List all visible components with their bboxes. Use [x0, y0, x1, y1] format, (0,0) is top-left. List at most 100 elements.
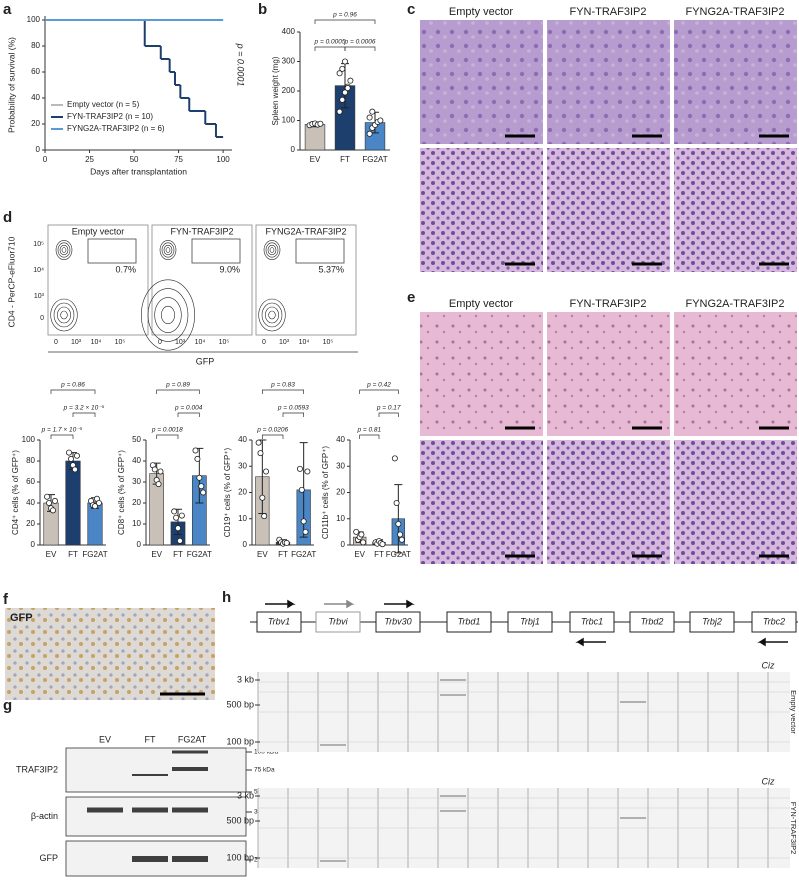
contour [60, 310, 68, 320]
flow-x-tick: 10⁴ [91, 339, 102, 346]
y-tick-label: 40 [31, 93, 40, 102]
data-point [398, 536, 405, 543]
data-point [336, 108, 343, 115]
y-tick-label: 80 [26, 456, 35, 465]
data-point [46, 499, 53, 506]
y-tick-label: 100 [282, 116, 296, 125]
flow-x-tick: 0 [158, 339, 162, 346]
x-tick-label: FG2AT [362, 155, 387, 164]
histology-image [420, 440, 543, 564]
flow-x-tick: 10⁵ [219, 339, 230, 346]
contour [147, 288, 189, 342]
gene-box [256, 611, 302, 633]
y-axis-label: Spleen weight (mg) [271, 56, 280, 125]
data-point [341, 89, 348, 96]
x-tick-label: EV [46, 550, 57, 559]
x-tick-label: 75 [174, 155, 183, 164]
y-tick-label: 10 [132, 519, 141, 528]
contour [53, 302, 75, 328]
contour [50, 298, 78, 332]
significance-bracket [378, 412, 399, 417]
gate [87, 238, 137, 264]
direction-arrow [324, 599, 355, 609]
significance-bracket [359, 389, 399, 394]
x-tick-label: 25 [85, 155, 94, 164]
gene-box [751, 611, 797, 633]
y-tick-label: 0 [36, 145, 41, 154]
data-point [360, 539, 367, 546]
y-tick-label: 200 [282, 86, 296, 95]
data-point [391, 455, 398, 462]
data-point [377, 117, 384, 124]
p-value: p = 0.86 [60, 382, 85, 389]
x-tick-label: 0 [43, 155, 48, 164]
blot-band [172, 767, 208, 771]
data-point [353, 528, 360, 535]
flow-title: FYNG2A-TRAF3IP2 [265, 226, 346, 236]
contour [154, 297, 182, 333]
blot-row-label: GFP [39, 853, 58, 863]
data-point [200, 489, 207, 496]
flow-plot [255, 224, 357, 336]
direction-arrow [384, 599, 415, 609]
flow-title: FYN-TRAF3IP2 [170, 226, 233, 236]
contour [57, 242, 71, 258]
y-tick-label: 20 [336, 488, 345, 497]
size-label: 3 kb [237, 790, 254, 800]
panel-label: g [3, 697, 12, 714]
p-value: p = 1.7 × 10⁻⁵ [41, 427, 83, 434]
blot-band [132, 856, 168, 862]
contour [57, 306, 71, 324]
data-point [300, 518, 307, 525]
error-bar [394, 484, 403, 554]
gene-label: Trbd2 [641, 616, 664, 626]
flow-x-tick: 10⁵ [115, 339, 126, 346]
p-value: p = 0.81 [356, 427, 381, 434]
flow-y-tick: 10⁴ [33, 267, 44, 274]
data-point [174, 525, 181, 532]
ihc-label: GFP [10, 612, 33, 624]
bar [87, 502, 103, 546]
contour [261, 302, 283, 328]
data-point [198, 483, 205, 490]
y-tick-label: 80 [31, 41, 40, 50]
image-title: FYN-TRAF3IP2 [569, 298, 646, 310]
significance-bracket [72, 412, 96, 417]
data-point [44, 493, 51, 500]
x-tick-label: FT [173, 550, 183, 559]
y-axis-label: CD4⁺ cells (% of GFP⁺) [11, 450, 20, 535]
data-point [339, 65, 346, 72]
significance-bracket [50, 434, 74, 439]
histology-image [674, 312, 797, 436]
histology-image [547, 148, 670, 272]
p-value: p = 0.89 [165, 382, 190, 389]
flow-y-tick: 10⁵ [33, 241, 44, 248]
bar [65, 460, 81, 546]
y-tick-label: 40 [238, 435, 247, 444]
histology-image [547, 440, 670, 564]
p-value: p = 0.0593 [277, 405, 309, 412]
x-tick-label: EV [257, 550, 268, 559]
flow-x-label: GFP [196, 356, 215, 366]
size-label: 500 bp [226, 815, 254, 825]
significance-bracket [261, 389, 305, 394]
data-point [71, 466, 78, 473]
image-title: FYN-TRAF3IP2 [569, 6, 646, 18]
panel-label: e [407, 289, 415, 306]
y-tick-label: 30 [238, 461, 247, 470]
data-point [302, 528, 309, 535]
panel-label: c [407, 1, 415, 18]
flow-plot [47, 224, 149, 336]
blot [65, 796, 247, 837]
p-value: p = 3.2 × 10⁻⁵ [63, 405, 105, 412]
p-value: p = 0.004 [174, 405, 203, 412]
gate [191, 238, 241, 264]
data-point [51, 497, 58, 504]
x-tick-label: FG2AT [386, 550, 411, 559]
flow-x-tick: 10⁴ [195, 339, 206, 346]
data-point [397, 531, 404, 538]
lane-label: EV [99, 734, 111, 744]
significance-bracket [50, 389, 96, 394]
data-point [317, 120, 324, 127]
data-point [336, 70, 343, 77]
